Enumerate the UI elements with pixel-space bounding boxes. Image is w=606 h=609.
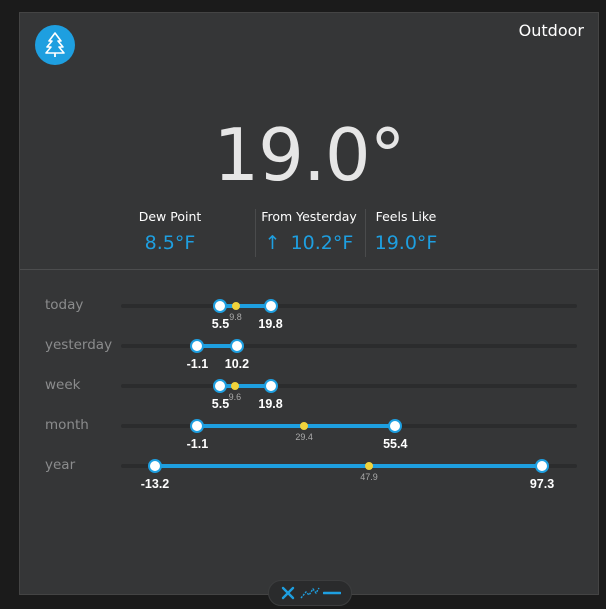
range-average-marker: [230, 382, 239, 390]
range-row-year: year -13.2 97.3 47.9: [20, 457, 598, 505]
range-row-week: week 5.5 19.8 9.6: [20, 377, 598, 425]
stats-row: Dew Point 8.5°F From Yesterday ↑ 10.2°F F…: [20, 209, 600, 257]
range-label: year: [45, 457, 76, 473]
close-icon[interactable]: [278, 583, 298, 603]
range-low-value: -1.1: [186, 437, 209, 451]
from-yesterday-stat: From Yesterday ↑ 10.2°F: [239, 209, 379, 254]
range-average-marker: [364, 462, 373, 470]
stat-value: 19.0°F: [374, 232, 438, 254]
range-label: today: [45, 297, 84, 313]
range-bar: [197, 424, 396, 428]
range-low-marker: [190, 339, 205, 353]
range-low-marker: [213, 299, 228, 313]
range-row-today: today 5.5 19.8 9.8: [20, 297, 598, 345]
range-track: [121, 304, 577, 308]
range-high-marker: [388, 419, 403, 433]
range-track: [121, 344, 577, 348]
stat-label: Feels Like: [375, 209, 437, 224]
tree-icon: [35, 25, 75, 65]
range-average-value: 9.6: [228, 392, 242, 402]
current-temperature: 19.0°: [213, 113, 405, 197]
range-low-value: 5.5: [211, 317, 230, 331]
range-label: week: [45, 377, 81, 393]
range-low-value: 5.5: [211, 397, 230, 411]
range-average-marker: [300, 422, 309, 430]
feels-like-stat: Feels Like 19.0°F: [346, 209, 466, 254]
range-low-marker: [190, 419, 205, 433]
stat-divider: [255, 209, 256, 257]
range-low-marker: [213, 379, 228, 393]
stat-label: From Yesterday: [261, 209, 357, 224]
outdoor-widget: Outdoor 19.0° Dew Point 8.5°F From Yeste…: [19, 12, 600, 606]
chart-line-icon[interactable]: [300, 583, 320, 603]
range-bar: [220, 304, 271, 308]
range-average-value: 47.9: [360, 472, 378, 482]
range-bar: [155, 464, 542, 468]
range-high-value: 19.8: [258, 317, 283, 331]
range-bar: [197, 344, 237, 348]
section-divider: [20, 269, 598, 270]
range-average-value: 9.8: [229, 312, 242, 322]
range-high-value: 10.2: [224, 357, 250, 371]
range-high-value: 97.3: [529, 477, 555, 491]
minus-icon[interactable]: [322, 583, 342, 603]
range-high-marker: [263, 379, 278, 393]
range-low-value: -1.1: [186, 357, 209, 371]
widget-title: Outdoor: [518, 21, 584, 40]
range-high-value: 55.4: [383, 437, 408, 451]
arrow-up-icon: ↑: [264, 232, 281, 254]
range-label: yesterday: [45, 337, 113, 353]
range-high-value: 19.8: [258, 397, 283, 411]
range-bar: [220, 384, 271, 388]
range-high-marker: [229, 339, 244, 353]
range-average-value: 29.4: [295, 432, 313, 442]
range-row-month: month -1.1 55.4 29.4: [20, 417, 598, 465]
stat-divider: [365, 209, 366, 257]
range-track: [121, 384, 577, 388]
range-label: month: [45, 417, 89, 433]
range-low-marker: [148, 459, 162, 473]
stat-value: 8.5°F: [144, 232, 196, 254]
stat-label: Dew Point: [138, 209, 202, 224]
range-high-marker: [263, 299, 278, 313]
range-low-value: -13.2: [140, 477, 170, 491]
dew-point-stat: Dew Point 8.5°F: [105, 209, 235, 254]
range-row-yesterday: yesterday -1.1 10.2: [20, 337, 598, 385]
widget-toolbar: [268, 580, 352, 606]
range-high-marker: [535, 459, 549, 473]
stat-value: ↑ 10.2°F: [264, 232, 354, 254]
range-average-marker: [231, 302, 240, 310]
